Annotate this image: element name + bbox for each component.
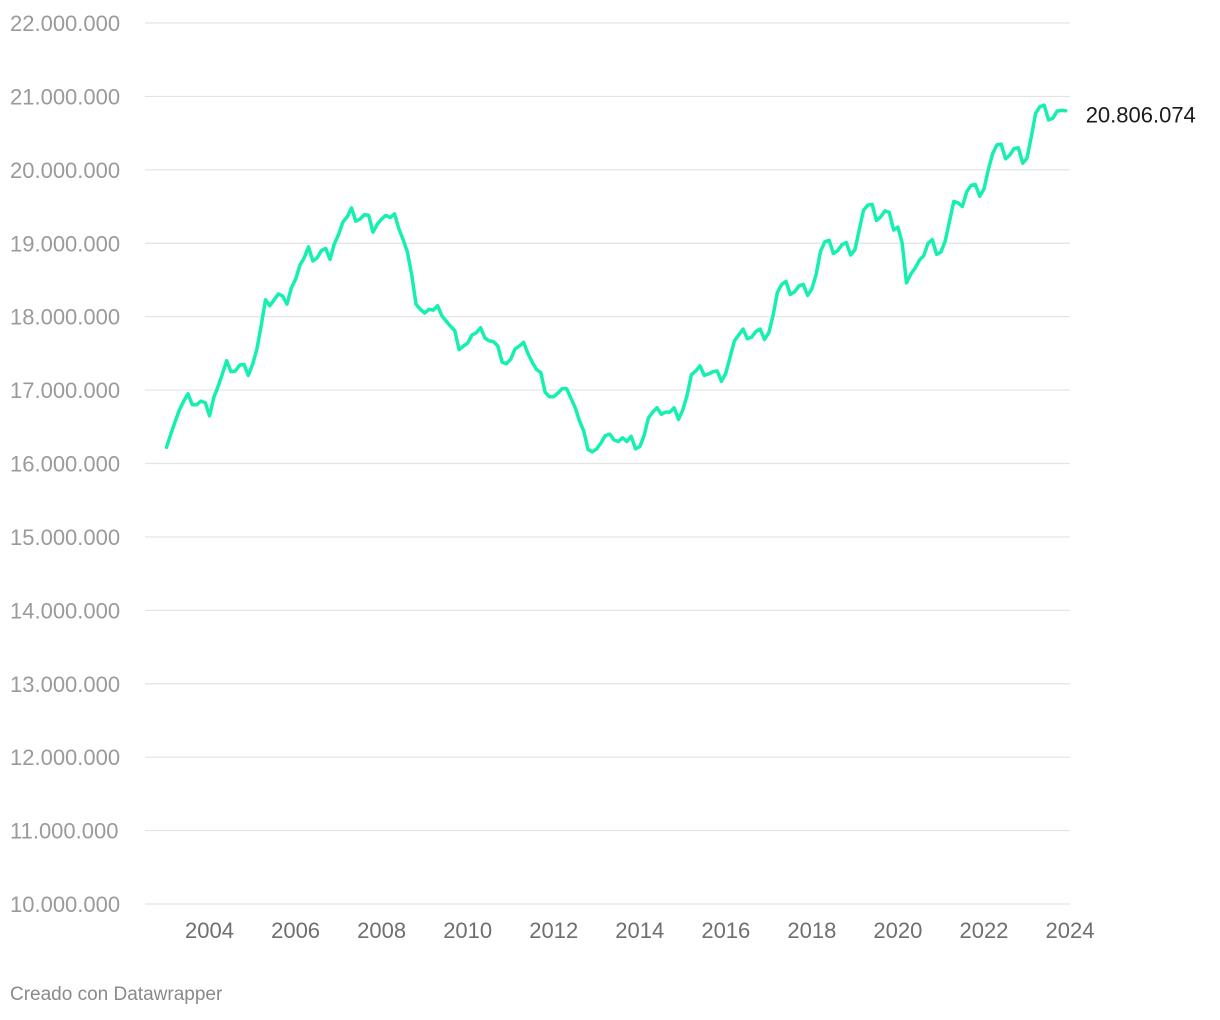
y-axis: 10.000.000 11.000.000 12.000.000 13.000.000… <box>10 11 120 917</box>
y-tick-label: 11.000.000 <box>10 819 118 844</box>
y-tick-label: 12.000.000 <box>10 745 120 770</box>
y-tick-label: 21.000.000 <box>10 84 120 109</box>
x-tick-label: 2016 <box>701 918 750 943</box>
x-tick-label: 2022 <box>959 918 1008 943</box>
y-tick-label: 18.000.000 <box>10 305 120 330</box>
credit-text: Creado con Datawrapper <box>10 984 223 1005</box>
x-tick-label: 2018 <box>787 918 836 943</box>
y-tick-label: 16.000.000 <box>10 452 120 477</box>
series-lines <box>164 103 1068 454</box>
x-tick-label: 2008 <box>357 918 406 943</box>
y-tick-label: 17.000.000 <box>10 378 120 403</box>
x-tick-label: 2014 <box>615 918 664 943</box>
x-tick-label: 2006 <box>271 918 320 943</box>
x-axis: 2004 2006 2008 2010 2012 2014 2016 2018 2020 2022… <box>185 918 1094 943</box>
end-value-label: 20.806.074 <box>1086 103 1196 128</box>
series-line <box>164 103 1068 454</box>
data-labels: 20.806.074 <box>1086 103 1196 128</box>
x-tick-label: 2010 <box>443 918 492 943</box>
x-tick-label: 2020 <box>873 918 922 943</box>
x-tick-label: 2004 <box>185 918 234 943</box>
gridlines <box>145 22 1070 905</box>
x-tick-label: 2024 <box>1046 918 1095 943</box>
y-tick-label: 22.000.000 <box>10 11 120 36</box>
y-tick-label: 10.000.000 <box>10 892 120 917</box>
y-tick-label: 20.000.000 <box>10 158 120 183</box>
y-tick-label: 13.000.000 <box>10 672 120 697</box>
y-tick-label: 19.000.000 <box>10 231 120 256</box>
line-chart: 10.000.000 11.000.000 12.000.000 13.000.000… <box>10 11 1196 943</box>
y-tick-label: 14.000.000 <box>10 598 120 623</box>
y-tick-label: 15.000.000 <box>10 525 120 550</box>
x-tick-label: 2012 <box>529 918 578 943</box>
